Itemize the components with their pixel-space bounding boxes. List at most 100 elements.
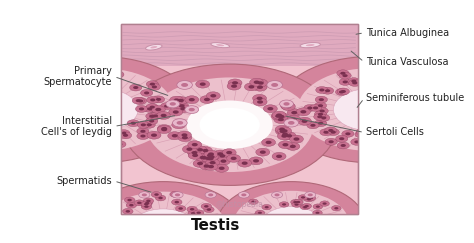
Circle shape	[146, 78, 313, 172]
Bar	[121, 24, 357, 214]
Circle shape	[310, 104, 322, 111]
Circle shape	[418, 83, 430, 90]
Circle shape	[262, 207, 321, 240]
Circle shape	[40, 93, 53, 100]
Circle shape	[316, 234, 326, 240]
Circle shape	[385, 86, 390, 89]
Circle shape	[55, 137, 67, 144]
Circle shape	[429, 95, 441, 102]
Circle shape	[112, 235, 123, 241]
Circle shape	[256, 97, 263, 100]
Circle shape	[206, 92, 220, 100]
Circle shape	[178, 99, 184, 102]
Circle shape	[192, 154, 198, 157]
Circle shape	[249, 157, 263, 165]
Text: Primary
Spermatocyte: Primary Spermatocyte	[44, 66, 112, 87]
Circle shape	[36, 113, 48, 120]
Circle shape	[150, 83, 155, 86]
Circle shape	[280, 100, 293, 108]
Circle shape	[134, 242, 144, 243]
Circle shape	[265, 141, 272, 144]
Circle shape	[175, 193, 180, 196]
Circle shape	[333, 228, 343, 234]
Circle shape	[253, 159, 259, 163]
Circle shape	[173, 110, 179, 114]
Circle shape	[196, 212, 201, 214]
Circle shape	[326, 241, 336, 243]
Circle shape	[293, 199, 303, 205]
Circle shape	[170, 96, 183, 104]
Circle shape	[78, 139, 91, 146]
Circle shape	[92, 143, 98, 146]
Circle shape	[46, 101, 52, 104]
Circle shape	[55, 134, 61, 137]
Circle shape	[191, 143, 198, 146]
Circle shape	[336, 89, 347, 95]
Circle shape	[103, 216, 113, 222]
Circle shape	[258, 242, 268, 243]
Circle shape	[92, 84, 97, 87]
Circle shape	[104, 225, 114, 231]
Circle shape	[82, 182, 244, 243]
Circle shape	[294, 203, 299, 206]
Circle shape	[261, 240, 271, 243]
Circle shape	[433, 112, 446, 119]
Circle shape	[219, 166, 225, 170]
Circle shape	[109, 70, 114, 73]
Circle shape	[215, 152, 229, 160]
Circle shape	[189, 237, 200, 243]
Circle shape	[125, 228, 129, 230]
Circle shape	[108, 228, 113, 230]
Circle shape	[255, 210, 264, 216]
Circle shape	[173, 193, 177, 196]
Circle shape	[128, 199, 132, 201]
Circle shape	[437, 114, 442, 117]
Circle shape	[250, 78, 264, 86]
Circle shape	[394, 130, 400, 133]
Circle shape	[287, 109, 301, 117]
Circle shape	[136, 242, 141, 243]
Circle shape	[423, 95, 436, 102]
Circle shape	[177, 242, 188, 243]
Circle shape	[325, 89, 330, 92]
Circle shape	[336, 216, 345, 222]
Circle shape	[227, 154, 241, 162]
Circle shape	[58, 139, 63, 142]
Circle shape	[310, 124, 316, 127]
Circle shape	[382, 133, 387, 136]
Circle shape	[253, 213, 262, 218]
Circle shape	[112, 71, 124, 78]
Circle shape	[323, 131, 328, 134]
Circle shape	[87, 74, 100, 81]
Circle shape	[318, 122, 323, 125]
Circle shape	[379, 83, 384, 86]
Circle shape	[117, 143, 122, 146]
Circle shape	[180, 107, 186, 110]
Circle shape	[305, 192, 316, 198]
Circle shape	[119, 132, 132, 139]
Circle shape	[174, 96, 188, 104]
Circle shape	[138, 99, 143, 103]
Circle shape	[150, 98, 155, 101]
Circle shape	[122, 233, 133, 238]
Circle shape	[318, 227, 328, 232]
Circle shape	[155, 195, 166, 201]
Circle shape	[204, 155, 218, 163]
Circle shape	[175, 206, 186, 211]
Circle shape	[173, 98, 180, 102]
Circle shape	[84, 80, 89, 83]
Circle shape	[76, 83, 81, 86]
Circle shape	[149, 113, 162, 119]
Circle shape	[279, 202, 289, 207]
Circle shape	[286, 134, 292, 138]
Circle shape	[325, 127, 337, 134]
Circle shape	[292, 202, 301, 207]
Circle shape	[319, 88, 325, 91]
Circle shape	[89, 141, 101, 148]
Circle shape	[319, 98, 324, 101]
Circle shape	[199, 147, 212, 155]
Circle shape	[232, 81, 238, 85]
Circle shape	[142, 200, 153, 206]
Circle shape	[146, 113, 158, 120]
Circle shape	[267, 81, 283, 89]
